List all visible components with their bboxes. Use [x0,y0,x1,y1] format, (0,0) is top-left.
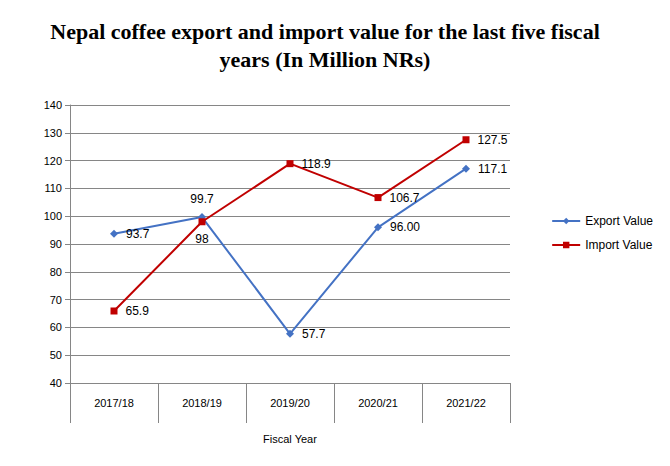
svg-text:65.9: 65.9 [126,304,150,318]
svg-text:Import Value: Import Value [585,238,652,252]
svg-text:110: 110 [44,182,62,194]
svg-text:80: 80 [50,266,62,278]
svg-text:Fiscal Year: Fiscal Year [263,433,317,445]
svg-text:99.7: 99.7 [190,192,214,206]
svg-text:130: 130 [44,127,62,139]
svg-text:106.7: 106.7 [390,191,420,205]
svg-text:40: 40 [50,377,62,389]
svg-text:98: 98 [195,232,209,246]
svg-text:90: 90 [50,238,62,250]
svg-text:140: 140 [44,99,62,111]
svg-text:93.7: 93.7 [126,227,150,241]
svg-text:2019/20: 2019/20 [270,397,310,409]
svg-text:100: 100 [44,210,62,222]
svg-text:127.5: 127.5 [478,133,508,147]
svg-text:96.00: 96.00 [390,220,420,234]
svg-text:70: 70 [50,294,62,306]
svg-text:50: 50 [50,349,62,361]
svg-text:117.1: 117.1 [478,162,507,176]
svg-text:Nepal coffee export and import: Nepal coffee export and import value for… [50,19,599,44]
svg-text:Export Value: Export Value [585,214,653,228]
svg-text:57.7: 57.7 [302,327,326,341]
svg-text:2021/22: 2021/22 [446,397,486,409]
svg-text:2017/18: 2017/18 [94,397,134,409]
svg-text:60: 60 [50,321,62,333]
svg-text:118.9: 118.9 [302,157,331,171]
svg-text:120: 120 [44,155,62,167]
svg-text:2018/19: 2018/19 [182,397,222,409]
svg-text:2020/21: 2020/21 [358,397,398,409]
svg-text:years (In Million NRs): years (In Million NRs) [220,47,431,72]
